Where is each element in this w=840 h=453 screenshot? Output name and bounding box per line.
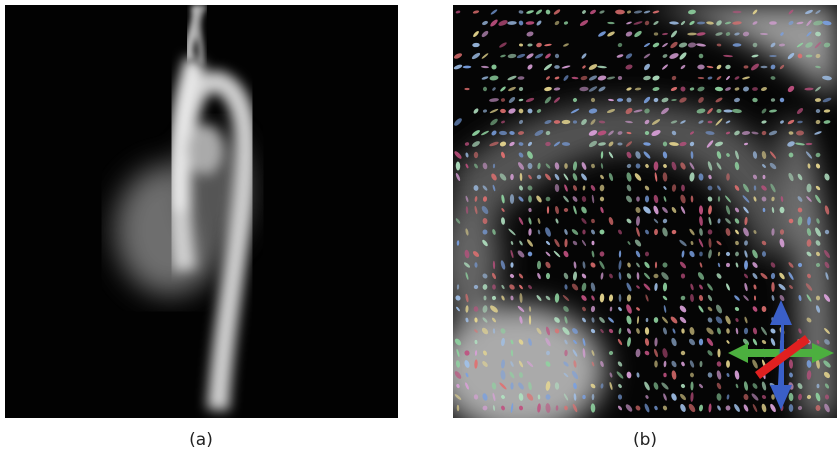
glyph [546,197,551,201]
panel-a-image [5,5,398,418]
panel-b-image [435,5,837,435]
glyph [817,384,820,389]
glyph [816,405,821,411]
glyph [510,194,514,204]
glyph [626,98,631,103]
caption: (a) [189,430,213,450]
glyph [510,382,513,389]
glyph [769,55,777,57]
page: (a) (b) (() => { const data = JSON.parse… [0,0,840,453]
glyph [760,66,767,68]
caption: (b) [633,430,657,450]
glyph [474,152,478,158]
figure: (a) (b) [0,0,840,453]
